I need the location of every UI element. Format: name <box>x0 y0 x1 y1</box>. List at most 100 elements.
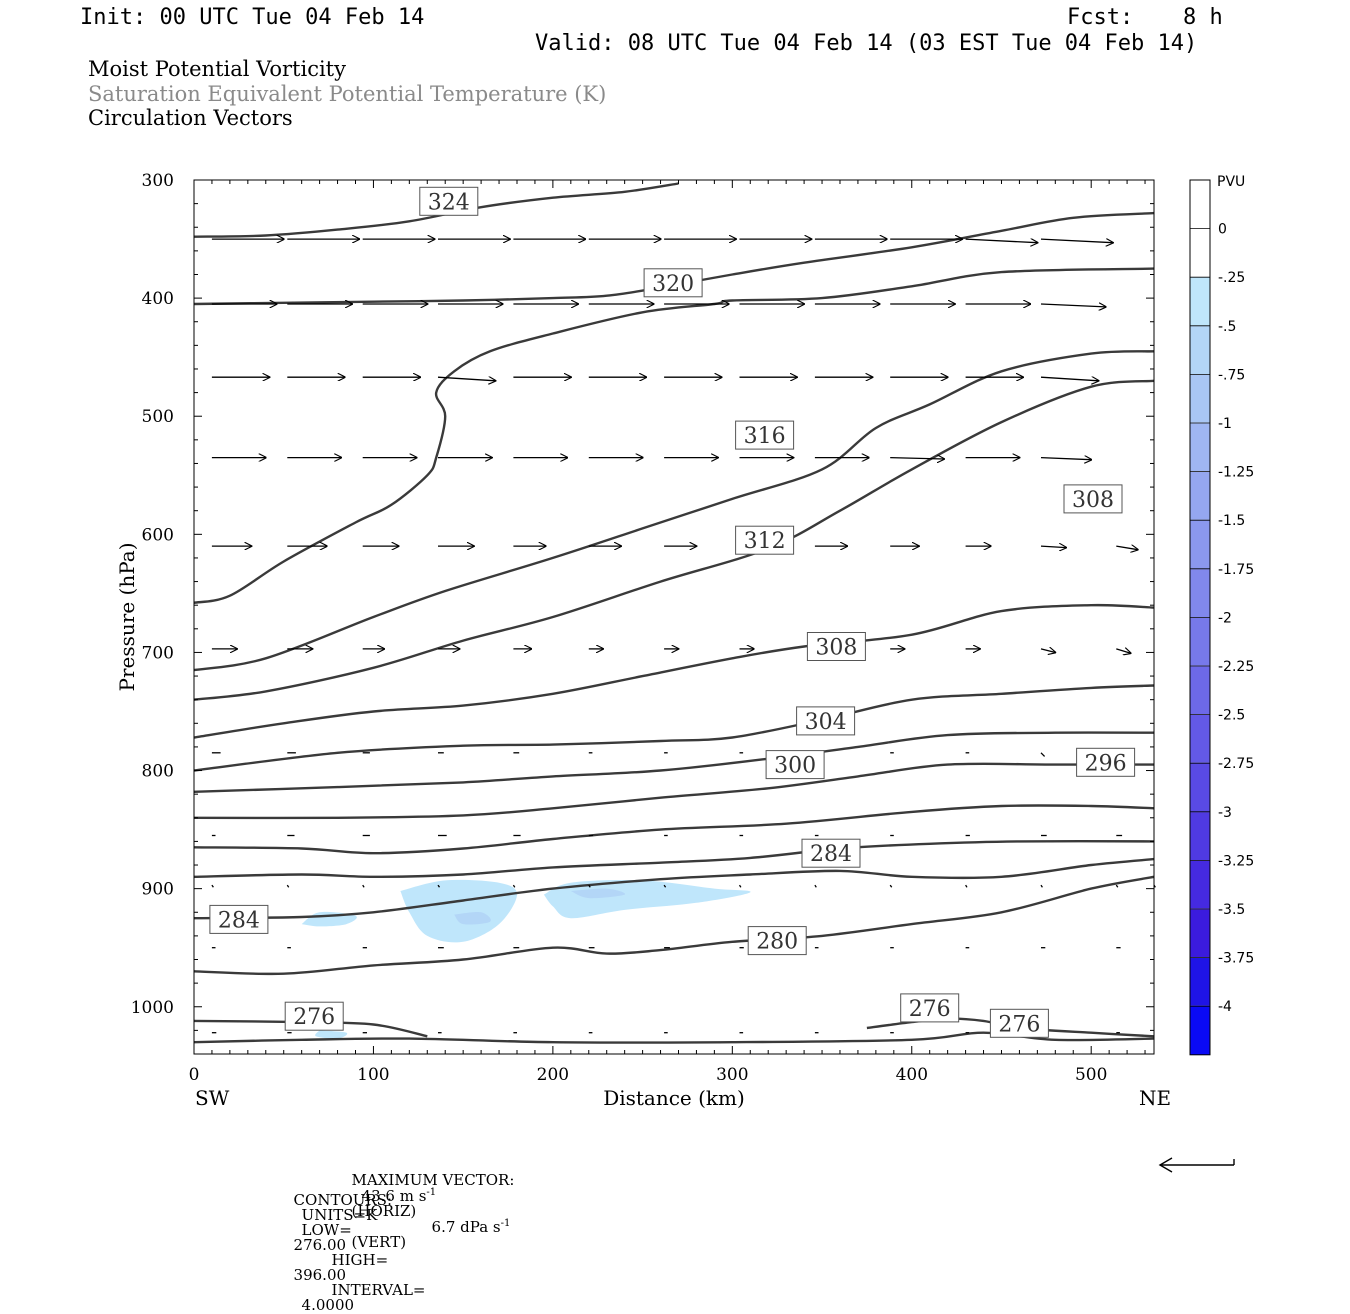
contour-line-308 <box>193 603 1155 739</box>
colorbar-tick-label: -3 <box>1218 805 1232 821</box>
contour-label: 308 <box>806 632 866 661</box>
x-tick-label: 400 <box>896 1065 928 1085</box>
colorbar-swatch <box>1189 374 1211 424</box>
circulation-vector <box>738 884 742 888</box>
y-tick-label: 800 <box>142 762 174 782</box>
field-title-thetae: Saturation Equivalent Potential Temperat… <box>88 82 607 106</box>
contour-label-box <box>801 838 861 868</box>
contour-line-304 <box>193 684 1155 772</box>
circulation-vector <box>211 884 214 888</box>
contour-label-box <box>765 750 825 780</box>
contour-label-box <box>209 904 269 934</box>
pv-shade-region <box>570 888 626 899</box>
colorbar-tick-label: -1.5 <box>1218 513 1245 529</box>
contour-label-box <box>735 525 795 555</box>
valid-time: Valid: 08 UTC Tue 04 Feb 14 (03 EST Tue … <box>535 31 1198 56</box>
y-tick-label: 500 <box>142 407 174 427</box>
contour-label: 324 <box>419 186 479 216</box>
pv-shading-layer <box>301 879 751 1039</box>
contour-label-text: 276 <box>998 1012 1040 1037</box>
circulation-vector <box>965 884 968 888</box>
vector-layer <box>211 239 1156 1034</box>
contour-label-box <box>1063 484 1123 514</box>
contour-interval-value: 4.0000 <box>301 1296 355 1314</box>
reference-vector-head <box>1158 1157 1173 1173</box>
contour-label-text: 324 <box>428 190 470 215</box>
contour-line-284 <box>193 857 1155 920</box>
x-axis-end-label: NE <box>1139 1086 1171 1110</box>
contour-label-box <box>747 926 807 956</box>
circulation-vector <box>512 884 516 888</box>
colorbar-tick-label: -2.75 <box>1218 756 1254 772</box>
y-tick-label: 900 <box>142 880 174 900</box>
contour-label: 316 <box>735 420 795 450</box>
contour-label: 276 <box>989 1008 1049 1038</box>
contour-label-text: 284 <box>810 842 852 867</box>
contour-label-text: 308 <box>1072 488 1114 513</box>
x-axis-start-label: SW <box>195 1086 230 1110</box>
colorbar-swatch <box>1189 957 1211 1007</box>
contour-label: 300 <box>765 750 825 780</box>
contour-label-text: 276 <box>293 1005 335 1030</box>
contour-label-text: 316 <box>744 424 786 449</box>
colorbar-tick-label: -3.5 <box>1218 902 1245 918</box>
circulation-vector <box>1040 546 1066 548</box>
contour-label: 276 <box>284 1001 344 1031</box>
contour-label-text: 276 <box>909 997 951 1022</box>
circulation-vector <box>1116 546 1138 550</box>
y-axis-title: Pressure (hPa) <box>115 543 139 692</box>
colorbar-tick-label: 0 <box>1218 222 1227 238</box>
colorbar-swatch <box>1189 519 1211 570</box>
colorbar-swatch <box>1189 714 1211 764</box>
colorbar-swatch <box>1189 179 1211 229</box>
forecast-label: Fcst: <box>1067 5 1134 30</box>
contours-line: CONTOURS: UNITS=K LOW= 276.00 HIGH= 396.… <box>284 1178 426 1313</box>
vert-exponent: -1 <box>500 1218 511 1229</box>
colorbar-swatch <box>1189 617 1211 667</box>
x-tick-label: 500 <box>1075 1065 1107 1085</box>
x-tick-label: 0 <box>189 1065 200 1085</box>
colorbar-swatch <box>1189 471 1211 521</box>
circulation-vector <box>890 458 944 459</box>
colorbar-unit-label: PVU <box>1217 174 1245 190</box>
colorbar-swatch <box>1189 228 1211 278</box>
plot-frame <box>193 179 1155 1055</box>
colorbar-swatch <box>1189 422 1211 472</box>
contour-line-296 <box>193 762 1154 820</box>
colorbar-tick-label: -3.75 <box>1218 951 1254 967</box>
contour-label: 296 <box>1076 747 1136 777</box>
contour-label-box <box>1076 747 1136 777</box>
colorbar-tick-label: -2 <box>1218 610 1232 626</box>
contour-label: 308 <box>1063 484 1123 514</box>
circulation-vector <box>1040 752 1046 757</box>
colorbar-swatch <box>1189 276 1211 327</box>
contour-line-300 <box>193 731 1155 793</box>
field-title-pv: Moist Potential Vorticity <box>88 57 346 81</box>
circulation-vector <box>437 377 496 381</box>
colorbar-swatch <box>1189 860 1211 910</box>
circulation-vector <box>889 884 893 888</box>
cross-section-chart: 324 320 316 312 308 308 304 300 296 284 284 280 276 2… <box>115 171 1254 1110</box>
contour-label-text: 320 <box>652 272 694 297</box>
contour-label-box <box>806 632 866 661</box>
circulation-vector <box>1040 239 1113 243</box>
colorbar: 0 -.25 -.5 -.75 -1 -1.25 -1.5 -1.75 -2 -2.25 -2.5 -… <box>1189 179 1254 1056</box>
x-tick-label: 300 <box>716 1065 748 1085</box>
circulation-vector <box>1116 649 1130 653</box>
init-time: Init: 00 UTC Tue 04 Feb 14 <box>80 5 425 30</box>
contour-line-312 <box>193 350 1155 672</box>
colorbar-tick-label: -.5 <box>1218 319 1236 335</box>
vert-value: 6.7 dPa s <box>431 1218 501 1236</box>
contour-label-text: 280 <box>756 930 798 955</box>
contour-label-box <box>735 420 795 450</box>
contour-label-box <box>419 186 479 216</box>
contour-label-box <box>989 1008 1049 1038</box>
circulation-vector <box>362 884 365 888</box>
contour-label: 284 <box>801 838 861 868</box>
colorbar-swatch <box>1189 325 1211 375</box>
colorbar-swatch <box>1189 811 1211 861</box>
contour-line-288 <box>193 840 1155 879</box>
max-vector-label: MAXIMUM VECTOR: <box>351 1171 515 1189</box>
circulation-vector <box>965 239 1038 243</box>
y-tick-label: 600 <box>142 525 174 545</box>
